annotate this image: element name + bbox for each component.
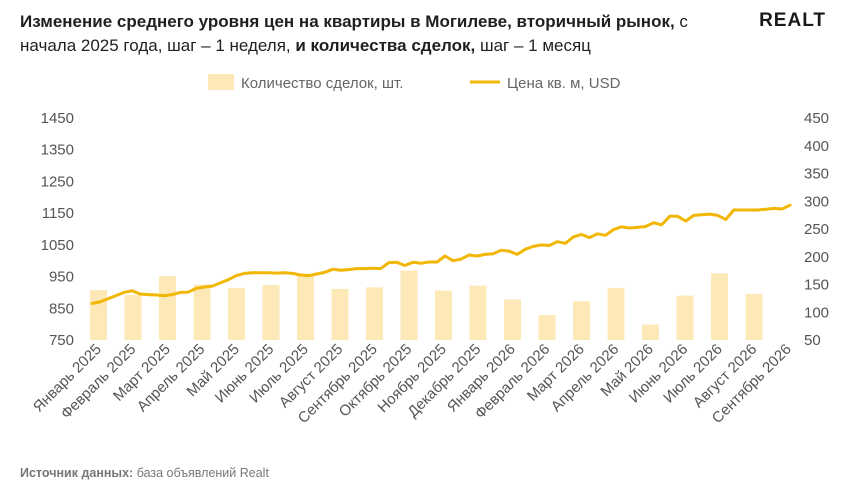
y-left-tick: 1350 — [41, 142, 74, 159]
source-label: Источник данных: — [20, 466, 134, 480]
bar — [745, 293, 763, 340]
y-left-tick: 750 — [49, 332, 74, 349]
bar — [469, 285, 487, 340]
y-left-tick: 1150 — [42, 205, 74, 222]
legend-bars-swatch — [208, 74, 234, 90]
price-line — [90, 203, 792, 305]
y-left-tick: 1450 — [41, 110, 74, 127]
legend-line-label: Цена кв. м, USD — [507, 75, 621, 92]
bar — [297, 275, 314, 340]
bar — [435, 290, 452, 340]
bar — [711, 273, 728, 340]
y-right-tick: 300 — [804, 193, 829, 210]
bar — [331, 288, 349, 340]
y-right-tick: 50 — [804, 332, 821, 349]
bar — [193, 284, 211, 340]
y-left-tick: 1250 — [41, 173, 74, 190]
bar — [366, 287, 383, 340]
y-right-tick: 100 — [804, 304, 829, 321]
bar — [607, 287, 625, 340]
line-group — [90, 203, 792, 305]
title-bold-2: и количества сделок, — [290, 36, 476, 55]
title-bold-1: Изменение среднего уровня цен на квартир… — [20, 12, 675, 31]
bar — [90, 290, 107, 340]
source-text: база объявлений Realt — [133, 466, 269, 480]
bar — [676, 295, 694, 340]
bar — [400, 270, 418, 340]
legend-bars-label: Количество сделок, шт. — [241, 75, 403, 92]
bar — [228, 287, 245, 340]
y-right-tick: 400 — [804, 138, 829, 155]
title-normal-1: с начала 2025 года, шаг – 1 неделя, — [20, 12, 688, 55]
y-right-tick: 450 — [804, 110, 829, 127]
y-right-tick: 150 — [804, 277, 829, 294]
bars-group — [90, 270, 763, 340]
chart-title: Изменение среднего уровня цен на квартир… — [20, 10, 740, 58]
bar — [504, 299, 521, 340]
y-left-tick: 950 — [49, 269, 74, 286]
bar — [538, 315, 556, 340]
legend: Количество сделок, шт. Цена кв. м, USD — [208, 74, 621, 92]
bar — [573, 301, 590, 340]
source-note: Источник данных: база объявлений Realt — [20, 466, 269, 480]
y-right-tick: 200 — [804, 249, 829, 266]
y-right-tick: 350 — [804, 166, 829, 183]
bar — [642, 324, 659, 340]
y-left-tick: 850 — [49, 300, 74, 317]
realt-logo: REALT — [759, 10, 826, 31]
bar — [159, 276, 176, 340]
y-left-tick: 1050 — [41, 237, 74, 254]
bar — [262, 285, 280, 340]
title-normal-2: шаг – 1 месяц — [475, 36, 591, 55]
bar — [124, 295, 142, 340]
y-right-tick: 250 — [804, 221, 829, 238]
y-axis-left: 750 850 950 1050 1150 1250 1350 1450 — [41, 110, 74, 349]
y-axis-right: 50 100 150 200 250 300 350 400 450 — [804, 110, 829, 349]
